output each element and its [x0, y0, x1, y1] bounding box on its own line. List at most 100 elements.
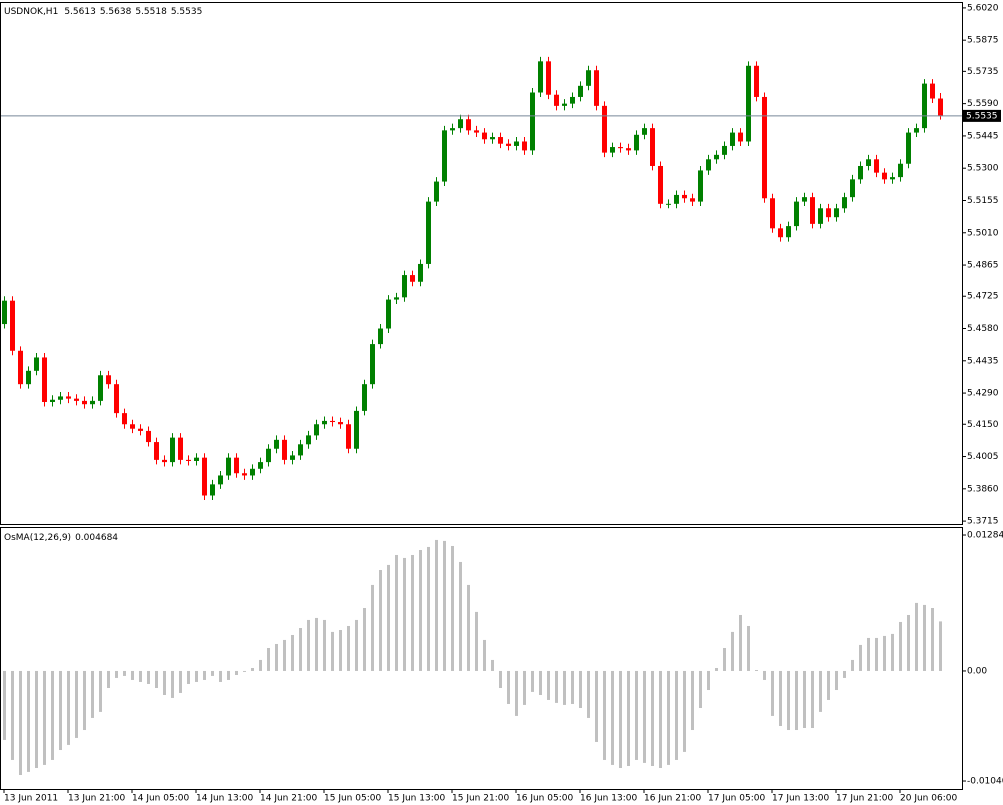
candle-body	[794, 201, 799, 227]
osma-bar	[707, 670, 710, 691]
osma-bar	[107, 670, 110, 688]
osma-bar	[91, 670, 94, 718]
osma-bar	[667, 670, 670, 765]
osma-bar	[411, 554, 414, 671]
candle-body	[186, 459, 191, 461]
osma-bar	[859, 644, 862, 671]
osma-panel	[0, 527, 963, 790]
y-tick-label: 5.4435	[967, 356, 999, 366]
price-header: USDNOK,H1 5.5613 5.5638 5.5518 5.5535	[4, 7, 202, 17]
candle-body	[538, 61, 543, 93]
osma-bar	[491, 659, 494, 671]
osma-bar	[235, 670, 238, 675]
candle-body	[850, 179, 855, 198]
x-tick-label: 15 Jun 21:00	[452, 794, 509, 804]
candle-body	[578, 85, 583, 97]
osma-bar	[203, 670, 206, 680]
symbol-title: USDNOK,H1	[4, 7, 58, 17]
osma-bar	[747, 625, 750, 671]
osma-bar	[819, 670, 822, 712]
candle-body	[570, 96, 575, 104]
y-tick-label: 5.4150	[967, 420, 999, 430]
osma-bar	[883, 635, 886, 671]
osma-bar	[299, 628, 302, 671]
y-tick-label: -0.01040	[967, 777, 1003, 787]
x-tick-label: 15 Jun 05:00	[324, 794, 381, 804]
osma-bar	[851, 659, 854, 671]
candle-body	[426, 201, 431, 264]
candle-body	[922, 83, 927, 129]
candle-body	[210, 484, 215, 496]
candle-body	[594, 70, 599, 106]
osma-bar	[323, 619, 326, 671]
candle-body	[738, 132, 743, 142]
candle-body	[346, 424, 351, 449]
osma-bar	[787, 670, 790, 731]
candle-body	[778, 228, 783, 238]
candle-body	[450, 128, 455, 131]
candle-body	[362, 384, 367, 411]
osma-bar	[123, 670, 126, 676]
y-tick-label: 5.4865	[967, 261, 999, 271]
candle-body	[146, 430, 151, 443]
osma-bar	[3, 670, 6, 740]
candle-body	[754, 65, 759, 97]
osma-bar	[363, 608, 366, 671]
osma-bar	[795, 670, 798, 731]
candle-body	[818, 208, 823, 224]
candle-body	[930, 83, 935, 99]
candle-body	[34, 357, 39, 371]
osma-bar	[891, 633, 894, 671]
candle-body	[66, 396, 71, 399]
candle-body	[90, 400, 95, 405]
candle-body	[354, 410, 359, 449]
osma-bar	[371, 584, 374, 671]
osma-bar	[715, 668, 718, 671]
candle-body	[658, 165, 663, 204]
candle-body	[154, 442, 159, 460]
osma-bar	[723, 648, 726, 671]
candle-body	[906, 132, 911, 164]
osma-bar	[659, 670, 662, 768]
header-open: 5.5613	[64, 7, 96, 17]
osma-bar	[811, 670, 814, 728]
candle-body	[58, 396, 63, 400]
x-tick-label: 14 Jun 13:00	[196, 794, 253, 804]
candle-body	[178, 437, 183, 460]
osma-bar	[603, 670, 606, 760]
candle-body	[682, 194, 687, 199]
osma-bar	[171, 670, 174, 698]
osma-bar	[11, 670, 14, 760]
candle-body	[690, 198, 695, 202]
osma-bar	[379, 570, 382, 671]
candle-body	[266, 448, 271, 463]
osma-bar	[835, 670, 838, 691]
osma-bar	[355, 619, 358, 671]
candle-body	[858, 165, 863, 180]
osma-bar	[779, 670, 782, 726]
osma-bar	[19, 670, 22, 775]
osma-bar	[99, 670, 102, 712]
candle-body	[10, 300, 15, 351]
y-tick-label: 5.5875	[967, 36, 999, 46]
osma-bar	[395, 554, 398, 671]
osma-bar	[275, 643, 278, 671]
candle-body	[394, 297, 399, 300]
candle-body	[730, 132, 735, 146]
y-tick-label: 5.5735	[967, 67, 999, 77]
y-tick-label: 5.4725	[967, 292, 999, 302]
osma-bar	[435, 539, 438, 671]
candle-body	[218, 475, 223, 485]
osma-bar	[155, 670, 158, 688]
y-tick-label: 5.5300	[967, 164, 999, 174]
osma-bar	[475, 611, 478, 671]
candle-body	[194, 457, 199, 461]
osma-bar	[907, 614, 910, 671]
candle-body	[330, 420, 335, 423]
candle-body	[106, 375, 111, 385]
osma-bar	[347, 625, 350, 671]
candle-body	[138, 428, 143, 431]
candle-body	[882, 172, 887, 180]
osma-bar	[339, 630, 342, 671]
osma-bar	[243, 670, 246, 672]
